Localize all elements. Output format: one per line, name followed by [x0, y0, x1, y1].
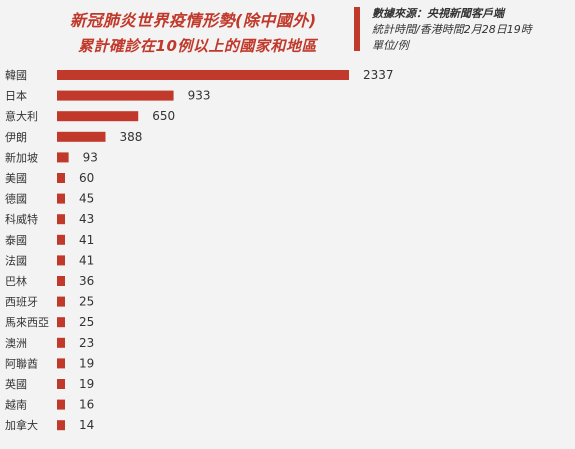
value-label: 41	[79, 253, 94, 267]
value-label: 60	[79, 171, 94, 185]
bar	[57, 379, 65, 389]
value-label: 14	[79, 418, 94, 432]
value-label: 19	[79, 377, 94, 391]
country-label: 日本	[5, 89, 27, 103]
country-label: 巴林	[5, 274, 27, 288]
value-label: 41	[79, 233, 94, 247]
bar	[57, 255, 65, 266]
value-label: 19	[79, 356, 94, 370]
bar	[57, 399, 65, 410]
country-label: 美國	[5, 172, 27, 185]
country-label: 越南	[5, 398, 27, 412]
bar	[57, 296, 65, 307]
value-label: 93	[83, 150, 98, 164]
value-label: 25	[79, 295, 94, 309]
country-label: 馬來西亞	[5, 316, 49, 329]
bar	[57, 111, 139, 122]
country-label: 意大利	[5, 109, 38, 123]
country-label: 德國	[5, 192, 27, 206]
chart-subtitle: 累計確診在10例以上的國家和地區	[78, 37, 317, 55]
stat-time-label: 統計時間/香港時間2月28日19時	[372, 23, 532, 36]
country-label: 西班牙	[5, 296, 38, 309]
country-label: 澳洲	[5, 337, 27, 350]
header-divider	[354, 7, 360, 51]
bar	[57, 193, 65, 204]
value-label: 16	[79, 398, 94, 412]
source-label: 數據來源：央視新聞客戶端	[372, 7, 504, 20]
bar	[57, 234, 65, 245]
source-info: 數據來源：央視新聞客戶端 統計時間/香港時間2月28日19時 單位/例	[372, 6, 532, 54]
value-label: 43	[79, 212, 94, 226]
bar	[57, 152, 69, 163]
country-label: 泰國	[5, 233, 27, 247]
bar	[57, 276, 65, 286]
value-label: 650	[152, 109, 175, 123]
value-label: 25	[79, 315, 94, 329]
unit-label: 單位/例	[372, 39, 409, 52]
bar	[57, 317, 65, 328]
bar	[57, 90, 174, 101]
value-label: 23	[79, 336, 94, 350]
country-label: 加拿大	[5, 418, 38, 432]
bar	[57, 173, 65, 183]
value-label: 933	[188, 89, 211, 103]
country-label: 韓國	[5, 69, 27, 82]
chart-header: 新冠肺炎世界疫情形勢(除中國外) 累計確診在10例以上的國家和地區 數據來源：央…	[0, 0, 575, 62]
bar	[57, 358, 65, 369]
country-label: 科威特	[5, 212, 38, 226]
country-label: 伊朗	[5, 131, 27, 144]
bar	[57, 337, 65, 348]
bar	[57, 131, 106, 142]
value-label: 45	[79, 192, 94, 206]
bar	[57, 420, 65, 431]
bar	[57, 214, 65, 225]
value-label: 388	[119, 130, 142, 144]
country-label: 法國	[5, 253, 27, 267]
country-label: 新加坡	[5, 150, 38, 164]
bar	[57, 70, 349, 80]
value-label: 36	[79, 274, 94, 288]
chart-title: 新冠肺炎世界疫情形勢(除中國外)	[70, 11, 317, 30]
value-label: 2337	[363, 68, 394, 82]
country-label: 阿聯酋	[5, 356, 38, 370]
country-label: 英國	[5, 377, 27, 391]
